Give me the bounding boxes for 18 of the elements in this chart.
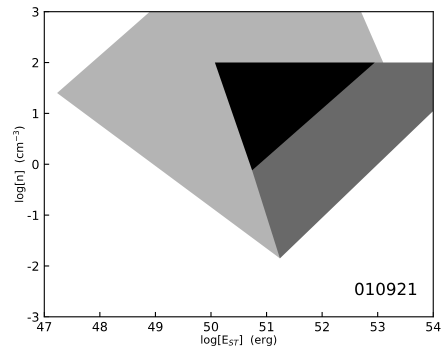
x-tick-label: 47 xyxy=(36,322,52,332)
x-tick-label: 49 xyxy=(148,322,163,332)
x-tick-label: 50 xyxy=(204,322,218,332)
y-tick-label: 0 xyxy=(32,160,39,170)
y-axis-title: log[n] (cm$^{−3}$) xyxy=(13,126,26,202)
x-tick-label: 51 xyxy=(260,322,274,332)
y-tick-label: -1 xyxy=(28,210,38,220)
x-tick-label: 54 xyxy=(426,322,441,332)
y-tick-label: -3 xyxy=(28,312,38,322)
y-tick-label: 1 xyxy=(32,109,38,118)
x-tick-label: 53 xyxy=(370,322,385,332)
x-tick-label: 52 xyxy=(315,322,329,332)
x-axis-title: log[E$_{ST}$] (erg) xyxy=(201,335,276,346)
annotation: 010921 xyxy=(355,282,416,296)
y-tick-label: 2 xyxy=(32,58,38,68)
x-tick-label: 48 xyxy=(92,322,107,332)
y-tick-label: 3 xyxy=(32,7,38,17)
y-tick-label: -2 xyxy=(28,261,38,271)
